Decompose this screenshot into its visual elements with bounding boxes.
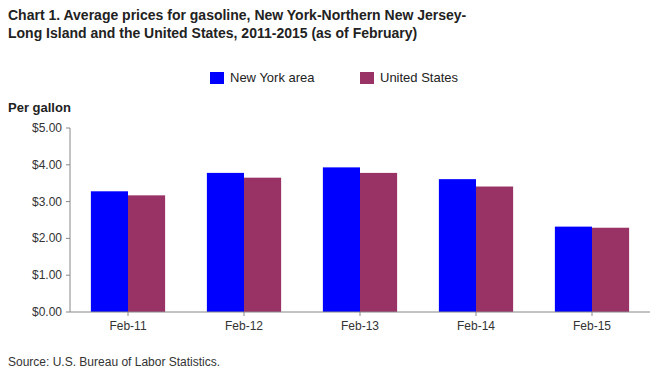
legend-label: United States [380, 70, 459, 85]
x-tick-label: Feb-15 [573, 319, 611, 333]
bar [91, 191, 128, 312]
legend: New York area United States [210, 70, 459, 85]
y-tick-label: $1.00 [32, 268, 62, 282]
y-tick [66, 128, 70, 129]
y-tick [66, 164, 70, 165]
x-tick [128, 312, 129, 316]
bar [128, 195, 165, 312]
bar [207, 173, 244, 312]
legend-swatch [360, 72, 374, 84]
y-tick-label: $5.00 [32, 121, 62, 135]
chart: Chart 1. Average prices for gasoline, Ne… [0, 0, 670, 374]
x-tick [476, 312, 477, 316]
bars [91, 167, 629, 312]
bar [323, 167, 360, 312]
y-tick [66, 201, 70, 202]
source: Source: U.S. Bureau of Labor Statistics. [8, 355, 220, 369]
bar [476, 187, 513, 312]
bar [244, 178, 281, 312]
bar [592, 228, 629, 312]
x-tick-label: Feb-13 [341, 319, 379, 333]
y-tick-label: $0.00 [32, 305, 62, 319]
title: Chart 1. Average prices for gasoline, Ne… [8, 7, 467, 41]
x-axis: Feb-11 Feb-12 Feb-13 Feb-14 Feb-15 [109, 312, 611, 333]
title-line: Long Island and the United States, 2011-… [8, 25, 417, 41]
bar [360, 173, 397, 312]
y-tick-label: $3.00 [32, 195, 62, 209]
title-line: Chart 1. Average prices for gasoline, Ne… [8, 7, 467, 23]
bar [555, 227, 592, 312]
y-axis-line [70, 128, 71, 312]
x-tick [360, 312, 361, 316]
y-tick [66, 238, 70, 239]
y-tick-label: $2.00 [32, 231, 62, 245]
y-tick [66, 275, 70, 276]
x-axis-line [70, 312, 650, 313]
y-tick [66, 312, 70, 313]
legend-swatch [210, 72, 224, 84]
x-tick-label: Feb-11 [109, 319, 146, 333]
y-axis: $0.00 $1.00 $2.00 $3.00 $4.00 $5.00 [32, 121, 70, 319]
x-tick [592, 312, 593, 316]
x-tick [244, 312, 245, 316]
bar [439, 179, 476, 312]
y-tick-label: $4.00 [32, 158, 62, 172]
background [0, 0, 670, 374]
y-axis-label: Per gallon [8, 100, 71, 115]
legend-label: New York area [230, 70, 315, 85]
x-tick-label: Feb-14 [457, 319, 495, 333]
x-tick-label: Feb-12 [225, 319, 263, 333]
